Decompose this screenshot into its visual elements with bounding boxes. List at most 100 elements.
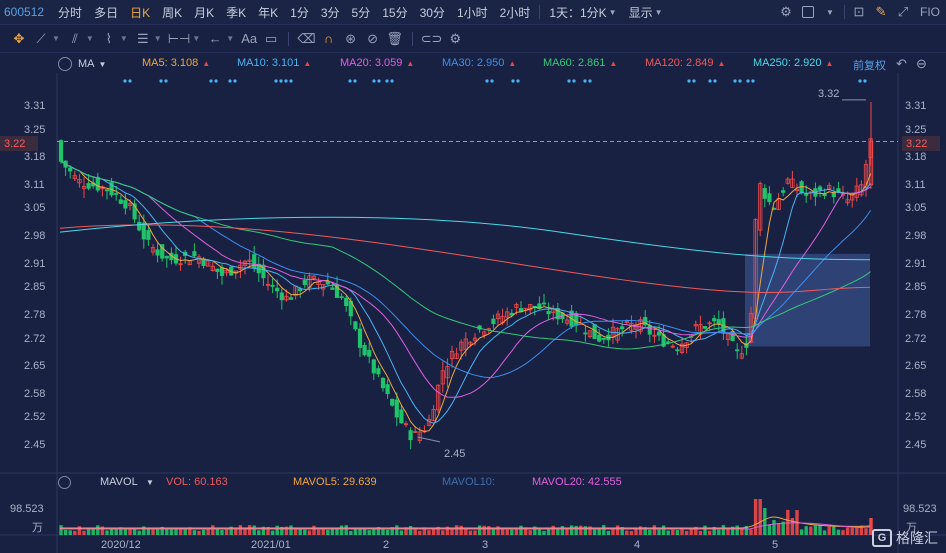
period-tab[interactable]: 5分 (351, 5, 371, 20)
line-tool-icon[interactable]: ⟋ (36, 30, 46, 46)
date-label: 2020/12 (101, 539, 141, 551)
period-tab[interactable]: 15分 (382, 5, 408, 20)
signal-dot (863, 79, 867, 83)
period-tab[interactable]: 月K (194, 5, 215, 20)
checkbox-icon[interactable] (797, 0, 819, 25)
channel-tool-icon[interactable]: ⫽ (72, 30, 78, 46)
volume-bar (712, 526, 716, 535)
volume-bar (560, 526, 565, 535)
volume-bar (165, 527, 169, 535)
period-tab[interactable]: 多日 (94, 5, 119, 20)
chevron-down-icon[interactable]: ▼ (119, 34, 128, 43)
settings-icon[interactable]: ⚙ (449, 30, 462, 46)
ma20-line (60, 160, 871, 398)
text-tool-icon[interactable]: Aa (241, 31, 258, 46)
volume-bar (657, 529, 661, 535)
candle-body (279, 292, 284, 301)
delete-icon[interactable]: 🗑 (386, 30, 403, 46)
period-tab[interactable]: 1分 (290, 5, 309, 20)
chevron-down-icon[interactable]: ▼ (226, 34, 235, 43)
pencil-icon[interactable]: ✎ (875, 4, 887, 19)
period-tab[interactable]: 分时 (58, 5, 83, 20)
volume-axis-unit-right: 万 (906, 522, 917, 534)
hide-icon[interactable]: ⊘ (367, 30, 379, 46)
price-tick: 2.65 (905, 360, 927, 373)
candle-body (831, 192, 836, 198)
measure-tool-icon[interactable]: ⊢⊣ (167, 30, 191, 46)
eraser-icon[interactable]: ⌫ (297, 30, 316, 46)
volume-bar (68, 530, 72, 535)
high-price-label: 3.32 (818, 88, 840, 100)
volume-bar (473, 530, 477, 535)
volume-bar (289, 525, 293, 535)
note-tool-icon[interactable]: ▭ (265, 30, 278, 46)
period-tab[interactable]: 2小时 (499, 5, 531, 20)
undo-icon[interactable]: ↶ (896, 56, 907, 71)
divider (288, 31, 290, 46)
adjust-mode-button[interactable]: 前复权 (853, 60, 886, 72)
divider (539, 5, 541, 19)
volume-bar (413, 527, 417, 535)
low-price-label: 2.45 (444, 448, 466, 460)
signal-dot (348, 79, 352, 83)
chevron-down-icon[interactable]: ▼ (153, 34, 162, 43)
price-tick: 2.52 (905, 411, 927, 424)
chevron-down-icon[interactable]: ▼ (192, 34, 201, 43)
display-menu[interactable]: 显示 ▼ (623, 0, 669, 25)
stock-symbol[interactable]: 600512 (4, 5, 45, 19)
chevron-down-icon[interactable]: ▼ (146, 478, 154, 487)
volume-bar (137, 530, 141, 535)
volume-bar (77, 526, 82, 535)
volume-bar (606, 530, 611, 535)
signal-dot (516, 79, 520, 83)
gear-icon[interactable] (58, 476, 71, 489)
gear-icon[interactable]: ⚙ (780, 4, 792, 19)
period-tab[interactable]: 周K (162, 5, 183, 20)
candle-body (652, 334, 657, 337)
volume-bar (238, 525, 243, 535)
price-tick: 3.11 (24, 178, 45, 191)
range-select[interactable]: 1天：1分K ▼ (543, 0, 622, 25)
period-tab[interactable]: 季K (226, 5, 247, 20)
period-tab[interactable]: 3分 (320, 5, 340, 20)
ma-indicator-name[interactable]: MA (78, 58, 95, 70)
signal-dot (289, 79, 293, 83)
chevron-down-icon[interactable]: ▼ (98, 59, 107, 69)
period-tab[interactable]: 日K (130, 5, 151, 20)
fio-button[interactable]: FIO (920, 5, 940, 19)
period-tab[interactable]: 30分 (419, 5, 445, 20)
volume-bar (818, 525, 822, 535)
volume-bar (367, 530, 371, 535)
signal-dot (274, 79, 278, 83)
volume-bar (500, 528, 505, 535)
volume-bar (611, 528, 615, 535)
candle-body (670, 345, 675, 348)
candle-body (822, 193, 827, 197)
fullscreen-icon[interactable]: ⤢ (897, 4, 909, 19)
candle-body (693, 324, 698, 327)
volume-bar (132, 529, 137, 535)
candle-body (224, 270, 229, 274)
candle-body (431, 409, 436, 422)
period-tab[interactable]: 1小时 (456, 5, 488, 20)
gear-icon[interactable] (58, 57, 72, 71)
chevron-down-icon[interactable]: ▼ (85, 34, 94, 43)
candle-body (638, 319, 643, 332)
kline-chart[interactable] (0, 73, 946, 553)
volume-bar (376, 527, 381, 535)
current-price-tag-right: 3.22 (902, 136, 940, 151)
wave-tool-icon[interactable]: ⌇ (105, 30, 113, 46)
link-icon[interactable]: ⊛ (345, 30, 357, 46)
period-tab[interactable]: 年K (258, 5, 279, 20)
chevron-down-icon[interactable]: ▼ (826, 7, 834, 17)
camera-icon[interactable]: ⊡ (853, 4, 865, 19)
signal-dot (214, 79, 218, 83)
minus-icon[interactable]: ⊖ (916, 56, 927, 71)
magnet-icon[interactable]: ∩ (323, 31, 334, 46)
chevron-down-icon[interactable]: ▼ (52, 34, 60, 43)
fibonacci-tool-icon[interactable]: ☰ (136, 30, 149, 46)
crosshair-icon[interactable]: ✥ (13, 30, 25, 46)
toggle-icon[interactable]: ⊂⊃ (420, 30, 443, 46)
arrow-tool-icon[interactable]: ← (208, 31, 222, 46)
volume-indicator-name[interactable]: MAVOL (100, 476, 138, 488)
